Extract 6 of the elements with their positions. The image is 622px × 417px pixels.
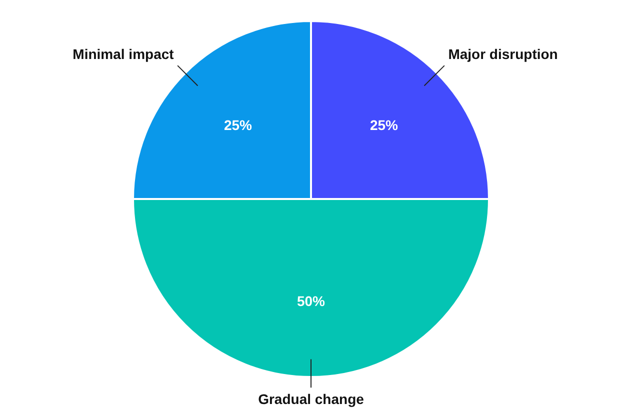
slice-label: Minimal impact bbox=[72, 46, 174, 62]
slice-label: Major disruption bbox=[448, 46, 558, 62]
data-label: 50% bbox=[296, 293, 326, 310]
data-label: 25% bbox=[224, 117, 253, 133]
slice-label: Gradual change bbox=[258, 391, 364, 408]
data-label: 25% bbox=[370, 117, 399, 133]
